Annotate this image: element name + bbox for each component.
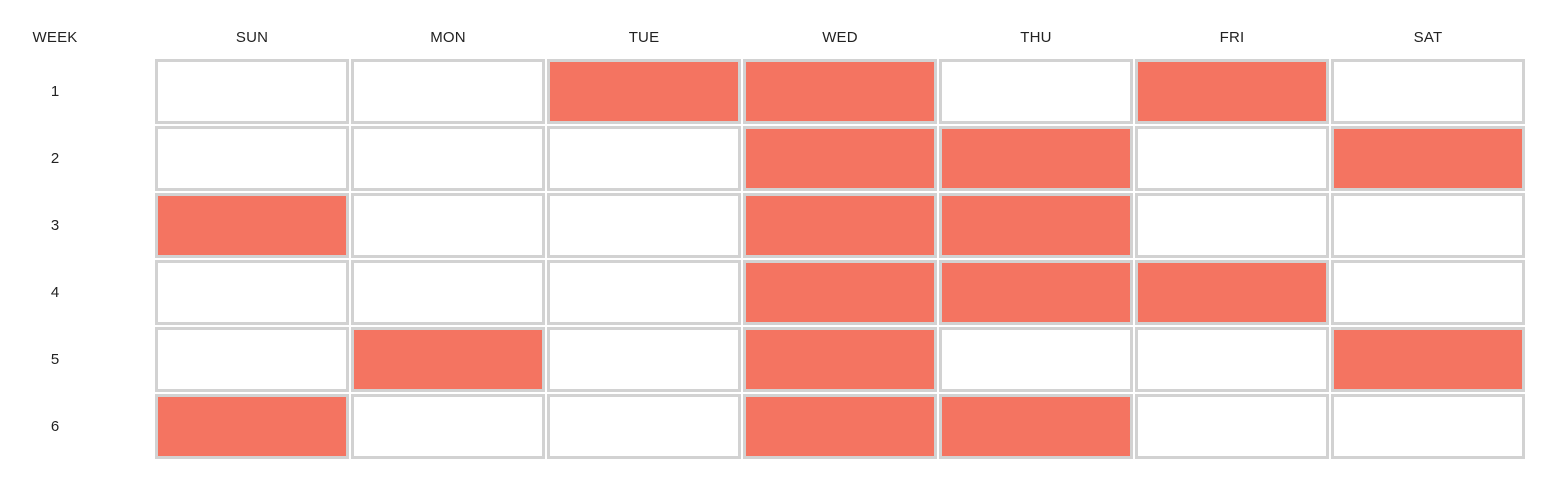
day-header-tue: TUE	[628, 29, 660, 46]
day-cell-week1-fri[interactable]	[1135, 59, 1329, 124]
day-cell-week1-tue[interactable]	[547, 59, 741, 124]
day-cell-week3-sun[interactable]	[155, 193, 349, 258]
day-cell-week3-mon[interactable]	[351, 193, 545, 258]
day-header-fri: FRI	[1219, 29, 1245, 46]
day-cell-week6-wed[interactable]	[743, 394, 937, 459]
day-cell-week4-thu[interactable]	[939, 260, 1133, 325]
day-cell-week1-mon[interactable]	[351, 59, 545, 124]
day-header-wed: WED	[822, 29, 858, 46]
day-cell-week2-wed[interactable]	[743, 126, 937, 191]
week-label: 1	[50, 82, 60, 100]
day-cell-week6-sat[interactable]	[1331, 394, 1525, 459]
day-cell-week5-mon[interactable]	[351, 327, 545, 392]
week-label: 6	[50, 417, 60, 435]
day-cell-week6-mon[interactable]	[351, 394, 545, 459]
day-cell-week1-sat[interactable]	[1331, 59, 1525, 124]
day-header-mon: MON	[430, 29, 466, 46]
day-cell-week3-tue[interactable]	[547, 193, 741, 258]
day-cell-week3-thu[interactable]	[939, 193, 1133, 258]
day-cell-week6-sun[interactable]	[155, 394, 349, 459]
week-label: 4	[50, 283, 60, 301]
day-cell-week4-mon[interactable]	[351, 260, 545, 325]
day-cell-week5-wed[interactable]	[743, 327, 937, 392]
day-cell-week2-thu[interactable]	[939, 126, 1133, 191]
day-cell-week3-sat[interactable]	[1331, 193, 1525, 258]
day-cell-week1-sun[interactable]	[155, 59, 349, 124]
day-cell-week6-thu[interactable]	[939, 394, 1133, 459]
day-cell-week4-wed[interactable]	[743, 260, 937, 325]
day-cell-week5-sat[interactable]	[1331, 327, 1525, 392]
week-label: 3	[50, 216, 60, 234]
day-cell-week2-sat[interactable]	[1331, 126, 1525, 191]
day-header-sat: SAT	[1413, 29, 1443, 46]
week-label: 2	[50, 149, 60, 167]
day-cell-week4-sat[interactable]	[1331, 260, 1525, 325]
day-cell-week2-fri[interactable]	[1135, 126, 1329, 191]
day-cell-week5-tue[interactable]	[547, 327, 741, 392]
day-cell-week5-thu[interactable]	[939, 327, 1133, 392]
week-label: 5	[50, 350, 60, 368]
day-cell-week4-fri[interactable]	[1135, 260, 1329, 325]
day-header-sun: SUN	[235, 29, 269, 46]
day-cell-week4-tue[interactable]	[547, 260, 741, 325]
day-header-thu: THU	[1020, 29, 1052, 46]
day-cell-week2-mon[interactable]	[351, 126, 545, 191]
day-cell-week3-wed[interactable]	[743, 193, 937, 258]
week-column-header: WEEK	[32, 29, 78, 46]
day-cell-week4-sun[interactable]	[155, 260, 349, 325]
day-cell-week3-fri[interactable]	[1135, 193, 1329, 258]
day-cell-week6-tue[interactable]	[547, 394, 741, 459]
day-cell-week1-wed[interactable]	[743, 59, 937, 124]
day-cell-week6-fri[interactable]	[1135, 394, 1329, 459]
day-cell-week2-tue[interactable]	[547, 126, 741, 191]
day-cell-week1-thu[interactable]	[939, 59, 1133, 124]
day-cell-week5-fri[interactable]	[1135, 327, 1329, 392]
day-cell-week2-sun[interactable]	[155, 126, 349, 191]
day-cell-week5-sun[interactable]	[155, 327, 349, 392]
